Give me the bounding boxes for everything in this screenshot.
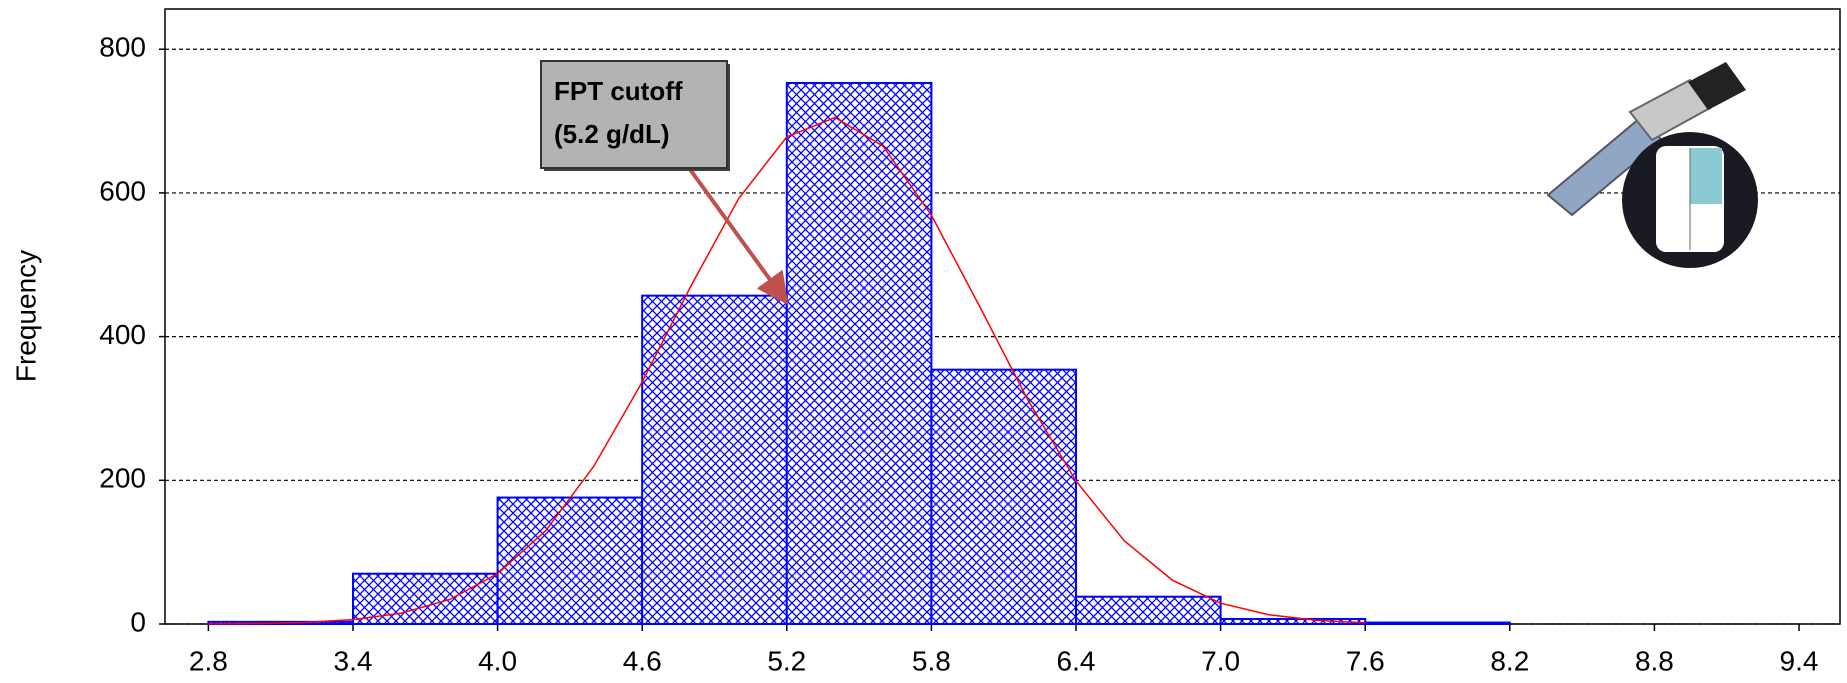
fit-curve: [208, 116, 1366, 625]
x-tick-label: 5.8: [912, 645, 951, 676]
bar: [1075, 595, 1222, 626]
y-tick-label: 400: [99, 319, 146, 350]
y-axis-label: Frequency: [10, 250, 41, 382]
bar: [1219, 617, 1367, 625]
bar: [1364, 621, 1511, 626]
bar: [641, 294, 788, 625]
refractometer-icon: [1546, 62, 1758, 268]
x-tick-label: 5.2: [767, 645, 806, 676]
y-tick-label: 0: [130, 606, 146, 637]
annotation-text: (5.2 g/dL): [554, 119, 670, 149]
bar: [496, 496, 644, 625]
x-tick-label: 8.2: [1490, 645, 1529, 676]
annotation-text: FPT cutoff: [554, 76, 683, 106]
y-tick-label: 800: [99, 32, 146, 63]
x-tick-label: 9.4: [1780, 645, 1819, 676]
x-tick-label: 7.0: [1201, 645, 1240, 676]
bar: [785, 82, 933, 626]
x-tick-label: 6.4: [1057, 645, 1096, 676]
x-tick-label: 7.6: [1346, 645, 1385, 676]
x-tick-label: 8.8: [1635, 645, 1674, 676]
x-tick-label: 4.0: [478, 645, 517, 676]
y-tick-label: 600: [99, 175, 146, 206]
x-tick-label: 4.6: [623, 645, 662, 676]
bar: [351, 572, 499, 626]
annotation-box: [540, 60, 728, 169]
x-tick-label: 3.4: [334, 645, 373, 676]
bar: [930, 368, 1078, 625]
x-tick-label: 2.8: [189, 645, 228, 676]
y-tick-label: 200: [99, 463, 146, 494]
annotation-arrow: [687, 166, 789, 305]
